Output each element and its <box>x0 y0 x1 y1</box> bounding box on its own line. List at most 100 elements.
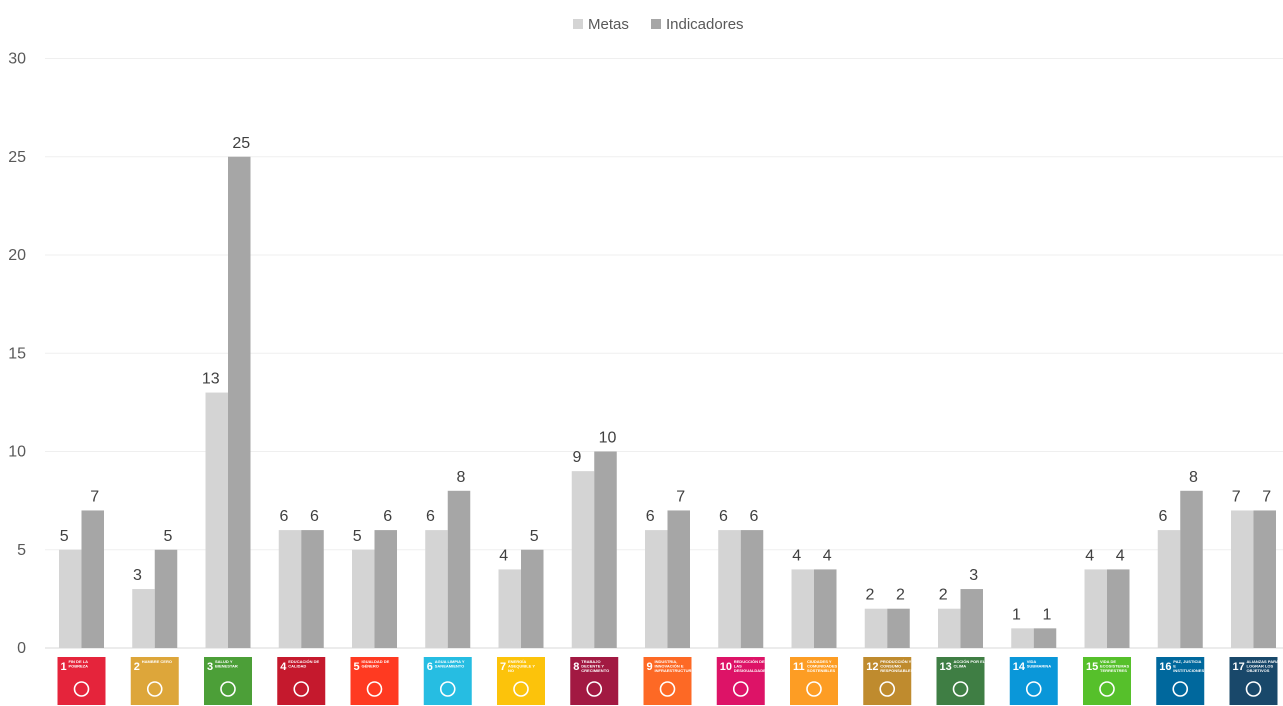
sdg-title: TRABAJO <box>581 659 600 664</box>
sdg-title: FIN DE LA <box>69 659 89 664</box>
sdg-tile <box>863 657 912 705</box>
data-label-metas: 6 <box>646 508 655 525</box>
sdg-pictogram-icon <box>513 681 529 697</box>
data-label-metas: 3 <box>133 567 142 584</box>
data-label-metas: 7 <box>1232 488 1241 505</box>
sdg-title: NO <box>508 668 514 673</box>
bar-metas <box>1231 510 1254 648</box>
y-tick-label: 5 <box>17 542 26 559</box>
sdg-title: CLIMA <box>954 664 967 669</box>
bar-metas <box>59 549 82 648</box>
sdg-number: 8 <box>573 661 579 673</box>
bar-metas <box>498 569 521 648</box>
bar-indicadores <box>447 490 471 648</box>
sdg-title: INDUSTRIA, <box>655 659 678 664</box>
sdg-title: BIENESTAR <box>215 664 238 669</box>
sdg-title: SOSTENIBLES <box>807 668 836 673</box>
sdg-title: ENERGÍA <box>508 659 526 664</box>
bar-indicadores <box>1107 569 1130 648</box>
data-label-metas: 4 <box>792 547 801 564</box>
data-label-metas: 6 <box>1159 508 1168 525</box>
sdg-tile <box>130 657 179 705</box>
data-label-indicadores: 4 <box>823 547 832 564</box>
data-label-indicadores: 6 <box>750 508 759 525</box>
sdg-title: AGUA LIMPIA Y <box>435 659 465 664</box>
chart-legend: Metas Indicadores <box>573 16 744 33</box>
data-label-metas: 6 <box>280 508 289 525</box>
sdg-number: 4 <box>280 661 287 673</box>
sdg-pictogram-icon <box>1099 681 1115 697</box>
sdg-title: INNOVACIÓN E <box>655 664 684 669</box>
data-label-indicadores: 7 <box>1262 488 1271 505</box>
data-label-metas: 9 <box>573 449 582 466</box>
bar-indicadores <box>1033 628 1057 648</box>
bar-indicadores <box>887 608 910 648</box>
sdg-number: 12 <box>866 661 878 673</box>
sdg-title: COMUNIDADES <box>807 664 838 669</box>
sdg-tile <box>57 657 106 705</box>
legend-label: Metas <box>588 16 629 33</box>
sdg-title: INSTITUCIONES <box>1173 668 1204 673</box>
bar-metas <box>1011 628 1034 648</box>
data-label-indicadores: 1 <box>1043 606 1052 623</box>
data-label-metas: 4 <box>499 547 508 564</box>
sdg-title: POBREZA <box>69 664 89 669</box>
bar-metas <box>1084 569 1107 648</box>
sdg-title: ECOSISTEMAS <box>1100 664 1129 669</box>
data-label-metas: 6 <box>426 508 435 525</box>
sdg-title: SALUD Y <box>215 659 233 664</box>
sdg-title: ACCIÓN POR EL <box>954 659 986 664</box>
sdg-tile <box>1229 657 1278 705</box>
y-tick-label: 25 <box>8 149 26 166</box>
y-tick-label: 0 <box>17 640 26 657</box>
y-axis: 0 5 10 15 20 25 30 <box>8 51 26 658</box>
data-label-metas: 2 <box>866 587 875 604</box>
bar-metas <box>1157 530 1181 648</box>
y-tick-label: 30 <box>8 51 26 68</box>
bars <box>59 156 1276 648</box>
sdg-tile <box>1156 657 1205 705</box>
sdg-number: 10 <box>720 661 732 673</box>
sdg-pictogram-icon <box>220 681 236 697</box>
legend-swatch <box>651 19 661 29</box>
sdg-number: 2 <box>134 661 140 673</box>
data-label-metas: 2 <box>939 587 948 604</box>
data-label-metas: 5 <box>353 528 362 545</box>
sdg-pictogram-icon <box>146 681 163 697</box>
sdg-title: DECENTE Y <box>581 664 604 669</box>
bar-indicadores <box>667 510 690 648</box>
bar-metas <box>864 608 888 648</box>
bar-metas <box>278 530 302 648</box>
sdg-pictogram-icon <box>73 681 90 697</box>
gridlines <box>45 58 1283 649</box>
sdg-title: REDUCCIÓN DE <box>734 659 765 664</box>
sdg-title: IGUALDAD DE <box>362 659 390 664</box>
sdg-title: LOGRAR LOS <box>1247 664 1274 669</box>
sdg-tile <box>570 657 619 705</box>
bar-indicadores <box>594 451 617 648</box>
sdg-tile <box>936 657 985 705</box>
sdg-title: VIDA <box>1027 659 1037 664</box>
sdg-title: SUBMARINA <box>1027 664 1052 669</box>
sdg-tile <box>643 657 692 705</box>
data-label-indicadores: 25 <box>232 135 250 152</box>
sdg-icon-2: 2 HAMBRE CERO <box>130 657 179 705</box>
sdg-tile <box>497 657 545 705</box>
sdg-title: DESIGUALDADES <box>734 668 769 673</box>
data-label-indicadores: 4 <box>1116 547 1125 564</box>
bar-indicadores <box>740 530 764 648</box>
data-labels: 5 7 3 5 13 25 6 6 5 6 6 8 4 5 9 10 6 7 6 6 4 4 2 2 2 3 1 1 4 4 6 8 7 7 <box>60 135 1272 624</box>
data-label-indicadores: 7 <box>676 488 685 505</box>
sdg-pictogram-icon <box>1172 681 1189 697</box>
y-tick-label: 10 <box>8 444 26 461</box>
sdg-tile <box>277 657 326 705</box>
bar-indicadores <box>81 510 104 648</box>
data-label-indicadores: 5 <box>530 528 539 545</box>
bar-metas <box>352 549 375 648</box>
